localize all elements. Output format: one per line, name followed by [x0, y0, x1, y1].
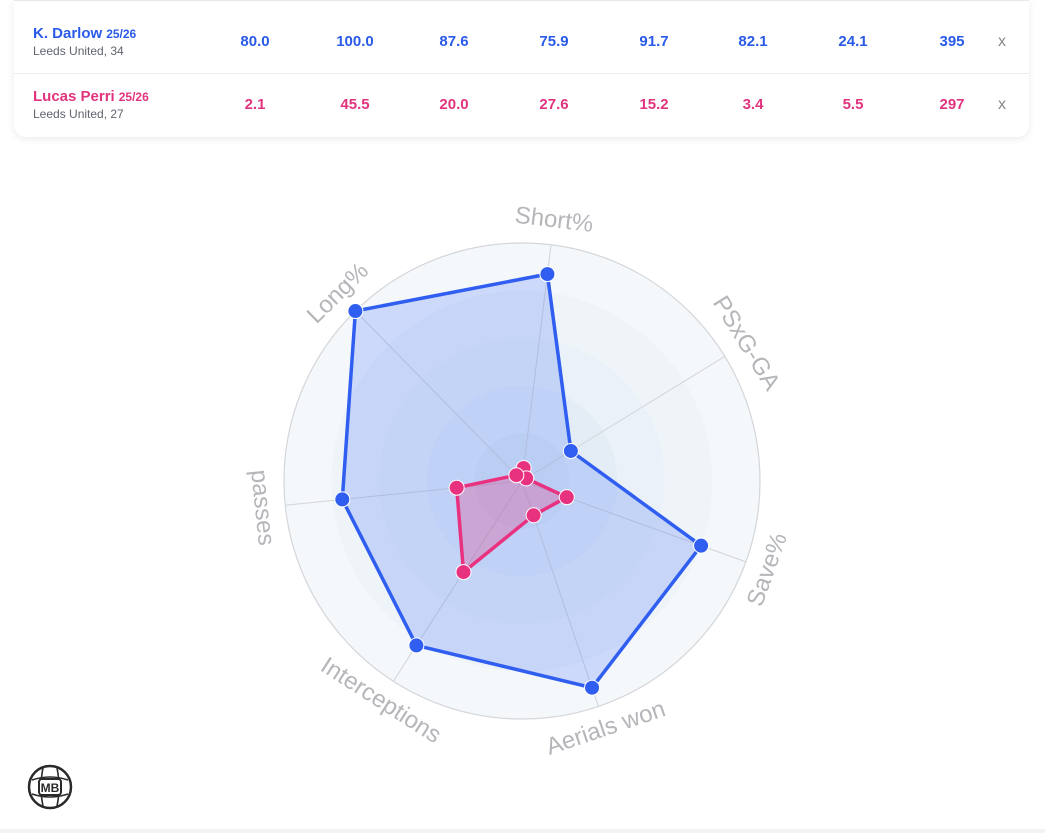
stat-value: 3.4 — [742, 96, 764, 113]
stat-value: 15.2 — [639, 96, 669, 113]
radar-data-point — [539, 266, 556, 283]
stat-value: 91.7 — [639, 33, 669, 50]
radar-data-point — [347, 303, 364, 320]
stat-value: 20.0 — [439, 96, 469, 113]
stat-value: 297 — [939, 96, 965, 113]
radar-data-point — [508, 467, 525, 484]
player-season: 25/26 — [106, 27, 137, 41]
player-row: K. Darlow 25/26 Leeds United, 34 80.0 100… — [14, 11, 1029, 74]
radar-data-point — [562, 442, 579, 459]
radar-data-point — [455, 564, 472, 581]
mb-logo-icon: MB — [27, 764, 73, 810]
comparison-table: K. Darlow 25/26 Leeds United, 34 80.0 100… — [14, 0, 1029, 137]
radar-axis-label: passes — [245, 468, 280, 546]
radar-axis-label: Short% — [513, 202, 594, 238]
player-team: Leeds United, 27 — [33, 107, 124, 121]
stat-value: 87.6 — [439, 33, 469, 50]
stat-value: 24.1 — [838, 33, 868, 50]
radar-data-point — [408, 637, 425, 654]
player-name[interactable]: Lucas Perri 25/26 — [33, 88, 149, 105]
radar-spoke — [521, 244, 552, 482]
player-row: Lucas Perri 25/26 Leeds United, 27 2.1 45… — [14, 74, 1029, 136]
radar-outer-ring — [283, 242, 761, 720]
remove-player-button[interactable]: x — [998, 96, 1006, 113]
stat-value: 5.5 — [842, 96, 864, 113]
radar-spoke — [285, 480, 523, 506]
radar-data-point — [558, 489, 575, 506]
stat-value: 395 — [939, 33, 965, 50]
player-name[interactable]: K. Darlow 25/26 — [33, 25, 137, 42]
player-season: 25/26 — [118, 90, 149, 104]
player-team: Leeds United, 34 — [33, 44, 124, 58]
stat-value: 100.0 — [336, 33, 374, 50]
radar-data-point — [525, 507, 542, 524]
radar-data-point — [448, 479, 465, 496]
stat-value: 45.5 — [340, 96, 370, 113]
radar-data-point — [334, 491, 351, 508]
radar-data-point — [693, 537, 710, 554]
stat-value: 27.6 — [539, 96, 569, 113]
stat-value: 80.0 — [240, 33, 270, 50]
logo-text: MB — [41, 781, 60, 795]
stat-value: 2.1 — [244, 96, 266, 113]
divider — [0, 829, 1045, 833]
radar-spoke — [521, 355, 726, 482]
remove-player-button[interactable]: x — [998, 33, 1006, 50]
stat-value: 82.1 — [738, 33, 768, 50]
radar-data-point — [584, 679, 601, 696]
stat-value: 75.9 — [539, 33, 569, 50]
radar-spoke — [355, 310, 523, 482]
